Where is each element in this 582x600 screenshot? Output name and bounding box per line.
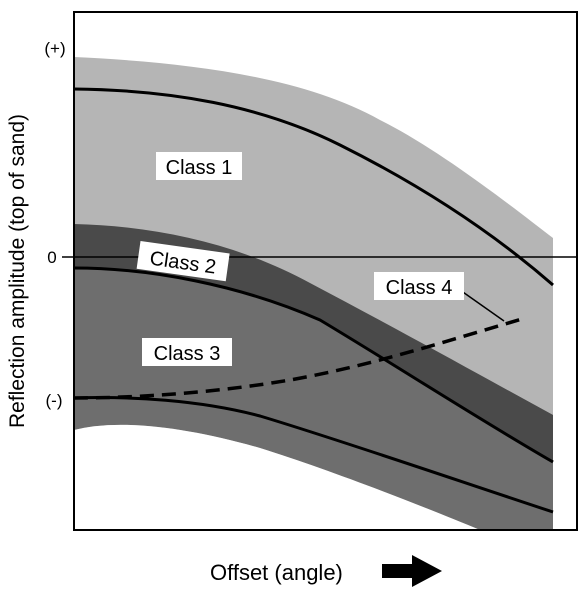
y-axis-label: Reflection amplitude (top of sand) (6, 114, 29, 428)
y-tick-minus: (-) (46, 391, 63, 410)
class4-label: Class 4 (386, 277, 453, 299)
class2-label-box (136, 241, 230, 282)
class1-curve (73, 87, 554, 287)
plot-frame (73, 11, 578, 531)
class4-curve (73, 317, 523, 400)
x-axis-label: Offset (angle) (210, 560, 343, 585)
y-tick-plus: (+) (44, 39, 65, 58)
right-arrow-icon (382, 555, 442, 587)
class1-label: Class 1 (166, 157, 233, 179)
class2-curve (73, 266, 554, 464)
class3-band (74, 226, 553, 530)
lower-blank-region (74, 424, 480, 530)
class1-label-box (156, 152, 242, 180)
class2-band (74, 224, 553, 462)
class3-label-box (142, 338, 232, 366)
class4-leader-line (459, 289, 505, 322)
class3-label: Class 3 (154, 343, 221, 365)
class2-label-group: Class 2 (136, 241, 230, 282)
class4-label-box (374, 272, 464, 300)
y-tick-zero: 0 (47, 248, 56, 267)
class3-curve (73, 396, 554, 514)
